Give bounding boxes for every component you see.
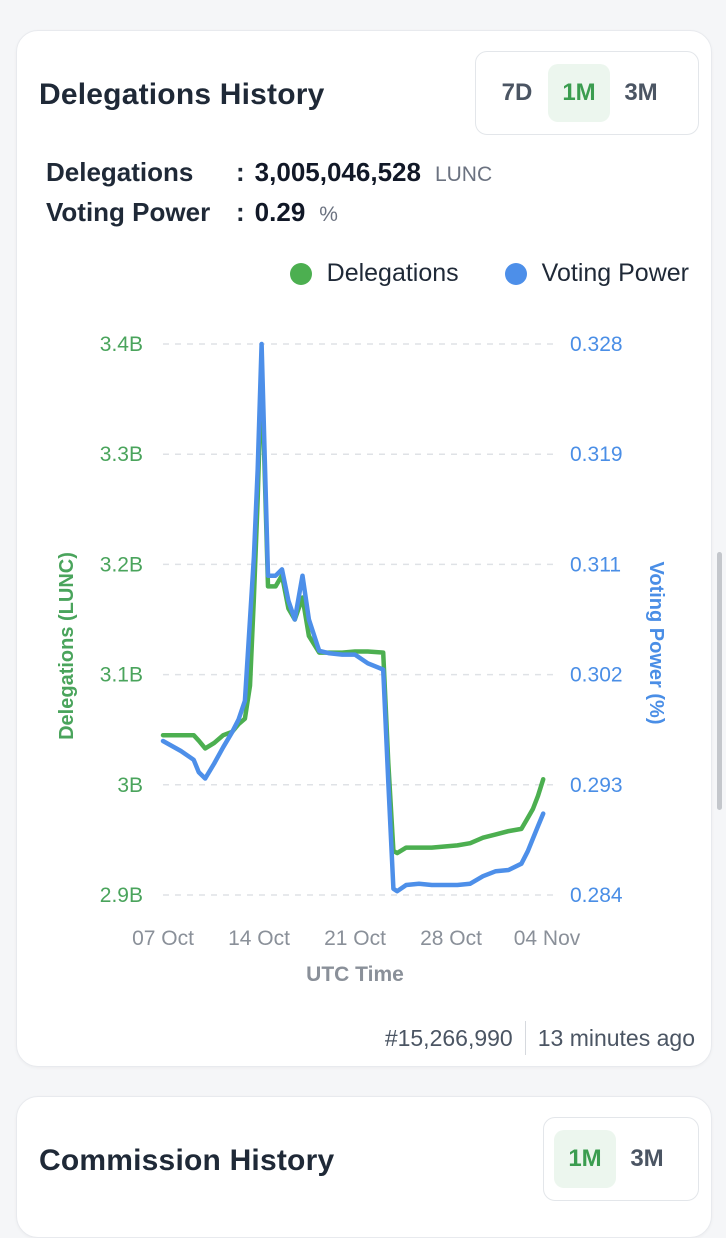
x-tick-label: 14 Oct — [228, 927, 290, 950]
period-3m-button[interactable]: 3M — [630, 1145, 664, 1172]
stat-label: Delegations — [46, 157, 194, 187]
y2-tick-label: 0.311 — [570, 553, 621, 576]
legend-label: Delegations — [326, 259, 459, 287]
page-scrollbar[interactable] — [717, 552, 722, 810]
period-selector: 7D 1M 3M — [475, 51, 699, 135]
delegations-stat: Delegations : 3,005,046,528 LUNC — [46, 157, 492, 197]
x-tick-label: 21 Oct — [324, 927, 386, 950]
stat-unit: % — [319, 203, 338, 226]
stats-block: Delegations : 3,005,046,528 LUNC Voting … — [46, 157, 492, 237]
card-title: Commission History — [39, 1144, 335, 1177]
stat-value: 3,005,046,528 — [254, 157, 421, 187]
period-1m-button[interactable]: 1M — [554, 1130, 616, 1188]
axis-ticks: 3.4B 0.328 3.3B 0.319 3.2B 0.311 3.1B 0.302 3B 0.… — [100, 333, 623, 950]
y-axis-label: Delegations (LUNC) — [56, 552, 78, 740]
voting-power-stat: Voting Power : 0.29 % — [46, 197, 492, 237]
chart-footer: #15,266,990 13 minutes ago — [385, 1021, 695, 1055]
grid-lines — [163, 343, 557, 896]
stat-colon: : — [236, 157, 245, 187]
legend-item-voting-power[interactable]: Voting Power — [504, 259, 689, 288]
y2-tick-label: 0.302 — [570, 664, 623, 687]
period-7d-button[interactable]: 7D — [501, 79, 533, 106]
series-lines — [160, 341, 546, 894]
block-number[interactable]: #15,266,990 — [384, 1024, 513, 1051]
chart-legend: Delegations Voting Power — [244, 259, 689, 288]
legend-dot — [504, 262, 527, 285]
delegations-series-line[interactable] — [160, 363, 546, 856]
y2-tick-label: 0.319 — [570, 443, 623, 466]
x-axis-label: UTC Time — [306, 963, 404, 986]
footer-divider — [524, 1021, 526, 1055]
period-selector: 1M 3M — [543, 1117, 699, 1201]
y-tick-label: 3B — [117, 774, 143, 797]
y2-tick-label: 0.284 — [570, 884, 623, 907]
legend-item-delegations[interactable]: Delegations — [289, 259, 459, 288]
voting-power-series-line[interactable] — [160, 341, 546, 894]
card-title: Delegations History — [39, 78, 325, 111]
y2-tick-label: 0.328 — [570, 333, 623, 356]
x-tick-label: 04 Nov — [514, 927, 581, 950]
y-tick-label: 3.1B — [100, 664, 143, 687]
delegations-chart: 3.4B 0.328 3.3B 0.319 3.2B 0.311 3.1B 0.302 3B 0.… — [56, 333, 667, 986]
y2-tick-label: 0.293 — [570, 774, 623, 797]
y-tick-label: 3.2B — [100, 553, 143, 576]
last-updated: 13 minutes ago — [537, 1024, 695, 1051]
period-3m-button[interactable]: 3M — [624, 79, 658, 106]
y-tick-label: 2.9B — [100, 884, 143, 907]
stat-colon: : — [236, 197, 245, 227]
legend-label: Voting Power — [541, 259, 689, 287]
legend-dot — [289, 262, 312, 285]
stat-unit: LUNC — [434, 163, 493, 186]
x-tick-label: 07 Oct — [132, 927, 194, 950]
stat-value: 0.29 — [254, 197, 306, 227]
y-tick-label: 3.3B — [100, 443, 143, 466]
period-1m-button[interactable]: 1M — [548, 64, 610, 122]
x-tick-label: 28 Oct — [420, 927, 482, 950]
y2-axis-label: Voting Power (%) — [645, 562, 667, 725]
y-tick-label: 3.4B — [100, 333, 143, 356]
delegations-history-card: Delegations History 7D 1M 3M Delegations… — [16, 30, 712, 1067]
commission-history-card: Commission History 1M 3M — [16, 1096, 712, 1238]
stat-label: Voting Power — [46, 197, 211, 227]
